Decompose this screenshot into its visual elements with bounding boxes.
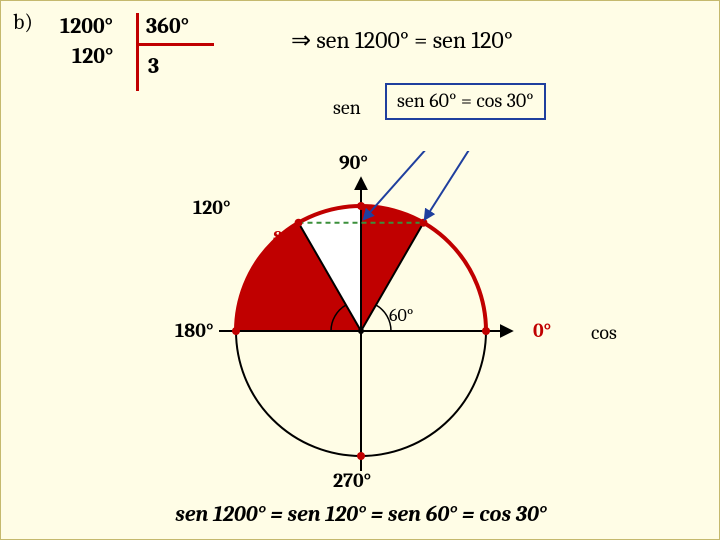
implication-text: ⇒ sen 1200° = sen 120° <box>291 26 513 54</box>
angle-label-0: 0° <box>533 319 551 342</box>
boxed-identity: sen 60° = cos 30° <box>385 83 546 120</box>
dividend: 1200° <box>60 13 113 39</box>
bottom-equation: sen 1200° = sen 120° = sen 60° = cos 30° <box>1 501 720 527</box>
blue-arrow-1 <box>425 151 481 219</box>
remainder: 120° <box>72 43 113 69</box>
dot-60 <box>420 219 428 227</box>
long-division: 1200° 120° 360° 3 <box>56 11 216 101</box>
dot-90 <box>357 202 365 210</box>
sen-axis-label: sen <box>333 96 361 119</box>
problem-label: b) <box>13 9 33 35</box>
quotient: 3 <box>148 53 159 79</box>
divisor: 360° <box>146 13 189 39</box>
dot-120 <box>295 219 303 227</box>
cos-axis-label: cos <box>591 321 617 344</box>
unit-circle-diagram <box>191 151 531 491</box>
division-horizontal-bar <box>136 43 214 46</box>
dot-180 <box>232 327 240 335</box>
dot-270 <box>357 452 365 460</box>
angle-arc-right <box>376 305 391 331</box>
dot-center <box>358 328 364 334</box>
division-vertical-bar <box>136 13 139 91</box>
dot-0 <box>482 327 490 335</box>
